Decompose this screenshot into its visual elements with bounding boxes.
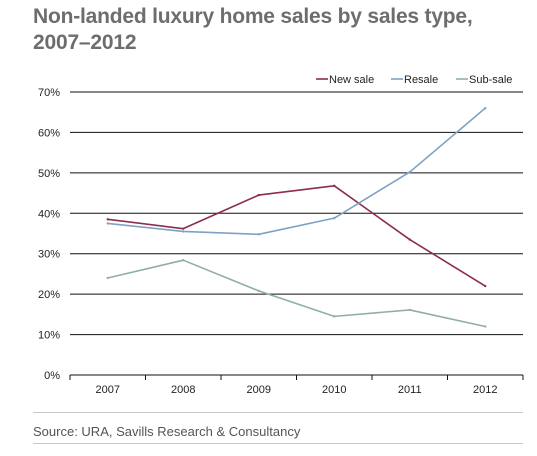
- data-point: [182, 227, 185, 230]
- x-tick-label: 2011: [398, 384, 422, 396]
- footer-divider: [33, 412, 523, 413]
- data-point: [182, 230, 185, 233]
- data-point: [106, 218, 109, 221]
- chart-title: Non-landed luxury home sales by sales ty…: [33, 5, 473, 54]
- x-tick-label: 2010: [322, 384, 346, 396]
- data-point: [484, 325, 487, 328]
- data-point: [182, 258, 185, 262]
- series-lines: [106, 106, 487, 328]
- data-point: [106, 222, 109, 225]
- legend: New sale Resale Sub-sale: [316, 74, 512, 86]
- bottom-divider: [33, 443, 523, 444]
- data-point: [333, 216, 336, 220]
- series-line-new-sale: [107, 184, 486, 287]
- y-tick-label: 10%: [38, 330, 60, 342]
- series-line-sub-sale: [107, 259, 486, 328]
- x-tick-label: 2012: [473, 384, 497, 396]
- legend-label: Resale: [404, 74, 438, 86]
- y-tick-label: 40%: [38, 208, 60, 220]
- y-tick-label: 70%: [38, 87, 60, 99]
- x-axis-ticks: 2007 2008 2009 2010 2011 2012: [69, 375, 524, 396]
- data-point: [408, 238, 411, 241]
- y-tick-label: 60%: [38, 127, 60, 139]
- data-point: [484, 284, 487, 288]
- y-axis-ticks: 0% 10% 20% 30% 40% 50% 60% 70%: [38, 87, 60, 382]
- data-point: [257, 233, 260, 236]
- y-tick-label: 0%: [44, 370, 60, 382]
- y-tick-label: 50%: [38, 168, 60, 180]
- data-point: [408, 170, 411, 174]
- data-point: [257, 193, 260, 197]
- legend-label: New sale: [329, 74, 374, 86]
- legend-label: Sub-sale: [469, 74, 512, 86]
- y-tick-label: 30%: [38, 249, 60, 261]
- y-tick-label: 20%: [38, 289, 60, 301]
- x-tick-label: 2008: [171, 384, 195, 396]
- data-point: [333, 184, 336, 187]
- data-point: [484, 106, 487, 110]
- data-point: [257, 289, 260, 293]
- x-tick-label: 2009: [247, 384, 271, 396]
- x-tick-label: 2007: [96, 384, 120, 396]
- source-note: Source: URA, Savills Research & Consulta…: [33, 424, 301, 439]
- data-point: [106, 276, 109, 280]
- data-point: [408, 308, 411, 312]
- series-line-resale: [107, 107, 486, 236]
- data-point: [333, 315, 336, 318]
